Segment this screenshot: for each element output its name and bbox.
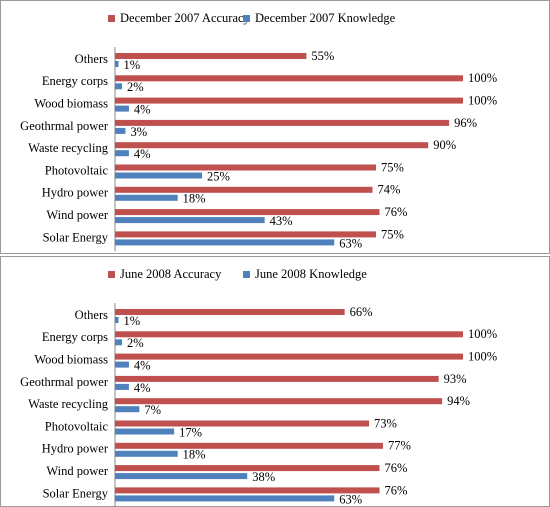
bar	[115, 186, 373, 193]
value-label: 18%	[183, 192, 206, 206]
bar	[115, 119, 450, 126]
bar	[115, 375, 439, 382]
category-label: Wood biomass	[34, 96, 108, 110]
category-label: Others	[75, 52, 108, 66]
value-label: 4%	[134, 381, 151, 395]
value-label: 100%	[468, 327, 497, 341]
bar	[115, 142, 429, 149]
bar	[115, 428, 175, 435]
bar	[115, 172, 202, 179]
category-label: Others	[75, 308, 108, 322]
category-label: Wind power	[46, 208, 108, 222]
legend-swatch	[243, 15, 250, 22]
category-label: Energy corps	[42, 74, 108, 88]
category-label: Solar Energy	[43, 486, 109, 500]
legend-swatch	[108, 271, 115, 278]
value-label: 76%	[384, 205, 407, 219]
value-label: 75%	[381, 160, 404, 174]
category-label: Solar Energy	[43, 230, 109, 244]
bar	[115, 353, 463, 360]
bar	[115, 317, 119, 323]
value-label: 18%	[183, 448, 206, 462]
category-label: Waste recycling	[28, 141, 109, 155]
category-label: Hydro power	[42, 442, 109, 456]
value-label: 2%	[127, 336, 144, 350]
bar	[115, 105, 129, 112]
value-label: 100%	[468, 71, 497, 85]
bar	[115, 97, 463, 104]
bar	[115, 442, 383, 449]
legend-swatch	[243, 271, 250, 278]
bar	[115, 209, 380, 216]
legend-label: December 2007 Accuracy	[120, 11, 251, 25]
category-label: Wind power	[46, 464, 108, 478]
category-label: Photovoltaic	[45, 419, 109, 433]
bar	[115, 194, 178, 201]
value-label: 63%	[339, 492, 362, 506]
value-label: 25%	[207, 169, 230, 183]
value-label: 73%	[374, 416, 397, 430]
value-label: 100%	[468, 93, 497, 107]
bar	[115, 398, 443, 405]
bar	[115, 164, 376, 171]
category-label: Energy corps	[42, 330, 108, 344]
value-label: 55%	[311, 49, 334, 63]
value-label: 75%	[381, 227, 404, 241]
value-label: 38%	[252, 470, 275, 484]
value-label: 4%	[134, 102, 151, 116]
bar	[115, 383, 129, 390]
legend-swatch	[108, 15, 115, 22]
bar	[115, 473, 248, 480]
bar	[115, 487, 380, 494]
category-label: Hydro power	[42, 186, 109, 200]
bar	[115, 339, 122, 346]
value-label: 17%	[179, 425, 202, 439]
bar	[115, 450, 178, 457]
category-label: Geothrmal power	[20, 119, 109, 133]
category-label: Photovoltaic	[45, 163, 109, 177]
value-label: 66%	[350, 305, 373, 319]
value-label: 63%	[339, 236, 362, 250]
value-label: 77%	[388, 439, 411, 453]
bar	[115, 361, 129, 368]
legend-label: June 2008 Accuracy	[120, 267, 222, 281]
value-label: 76%	[384, 461, 407, 475]
value-label: 1%	[123, 58, 140, 72]
value-label: 4%	[134, 147, 151, 161]
bar	[115, 217, 265, 224]
bar	[115, 465, 380, 472]
bar	[115, 239, 335, 246]
category-label: Waste recycling	[28, 397, 109, 411]
bar	[115, 231, 376, 238]
bar	[115, 61, 119, 67]
value-label: 43%	[270, 214, 293, 228]
value-label: 74%	[378, 183, 401, 197]
value-label: 2%	[127, 80, 144, 94]
value-label: 7%	[144, 403, 161, 417]
category-label: Geothrmal power	[20, 375, 109, 389]
category-label: Wood biomass	[34, 352, 108, 366]
bar	[115, 83, 122, 90]
bar	[115, 331, 463, 338]
value-label: 4%	[134, 358, 151, 372]
value-label: 96%	[454, 116, 477, 130]
value-label: 76%	[384, 483, 407, 497]
value-label: 100%	[468, 349, 497, 363]
legend-label: June 2008 Knowledge	[255, 267, 367, 281]
value-label: 93%	[444, 372, 467, 386]
bar	[115, 53, 307, 59]
bar	[115, 495, 335, 502]
bar	[115, 127, 126, 134]
legend-label: December 2007 Knowledge	[255, 11, 396, 25]
value-label: 94%	[447, 394, 470, 408]
bar	[115, 75, 463, 82]
value-label: 3%	[130, 125, 147, 139]
value-label: 1%	[123, 314, 140, 328]
bar	[115, 150, 129, 157]
bar	[115, 309, 345, 315]
bar	[115, 420, 370, 427]
bar	[115, 406, 140, 413]
value-label: 90%	[433, 138, 456, 152]
